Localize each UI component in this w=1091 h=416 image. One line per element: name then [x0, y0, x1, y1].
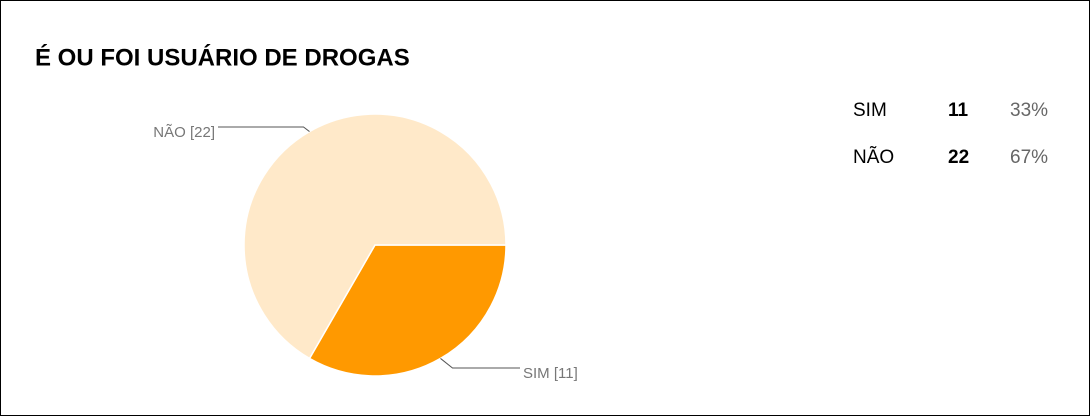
pie-slice [308, 244, 507, 377]
leader-line [440, 358, 520, 369]
chart-title: É OU FOI USUÁRIO DE DROGAS [35, 43, 410, 71]
legend-percent: 33% [1010, 100, 1048, 121]
leader-line [218, 126, 310, 132]
legend-category: SIM [853, 100, 887, 121]
legend-category: NÃO [853, 146, 894, 168]
slice-label: NÃO [22] [153, 124, 215, 141]
slice-label: SIM [11] [523, 365, 578, 382]
legend-count: 22 [948, 147, 969, 168]
legend-percent: 67% [1010, 147, 1048, 168]
legend-count: 11 [948, 100, 969, 121]
